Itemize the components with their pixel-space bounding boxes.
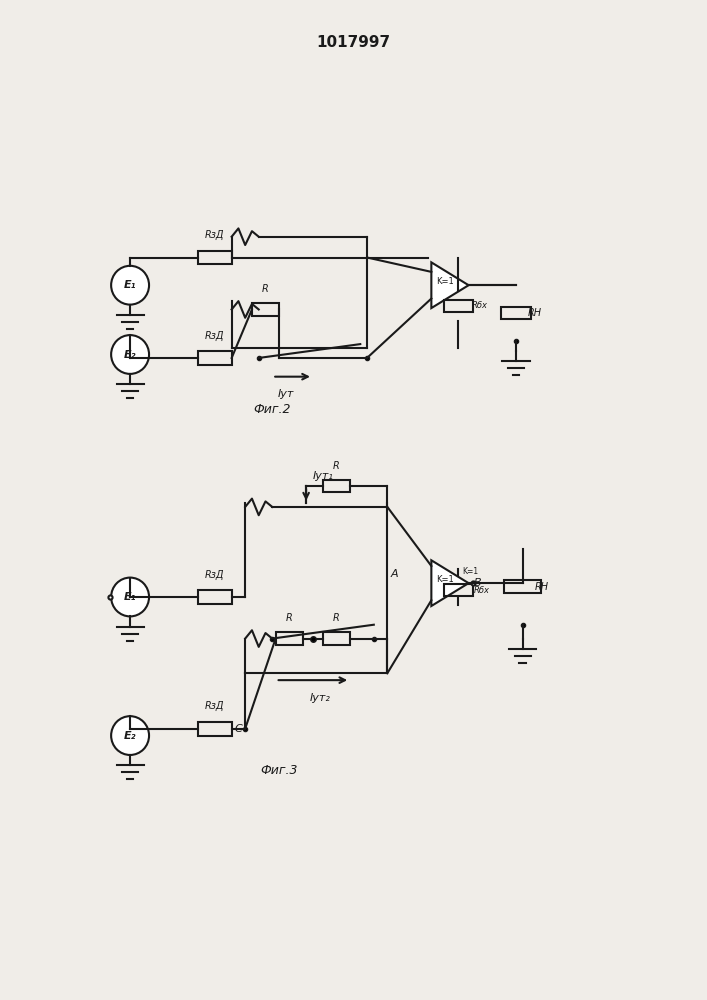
Text: E₂: E₂ <box>124 350 136 360</box>
Circle shape <box>111 716 149 755</box>
Text: R: R <box>333 461 340 471</box>
Text: E₁: E₁ <box>124 592 136 602</box>
Text: RзД: RзД <box>205 701 224 711</box>
Bar <box>198 251 232 264</box>
Bar <box>198 351 232 365</box>
Text: R: R <box>333 613 340 623</box>
Text: Iут₁: Iут₁ <box>313 471 334 481</box>
Text: RН: RН <box>535 582 549 592</box>
Text: Iут: Iут <box>278 389 294 399</box>
Bar <box>198 722 232 736</box>
Polygon shape <box>431 560 469 606</box>
Bar <box>323 480 350 492</box>
Text: RзД: RзД <box>205 331 224 341</box>
Text: K=1: K=1 <box>436 277 454 286</box>
Bar <box>504 580 542 593</box>
Bar <box>252 303 279 316</box>
Circle shape <box>111 266 149 305</box>
Text: Фиг.3: Фиг.3 <box>260 764 298 777</box>
Bar <box>198 590 232 604</box>
Bar <box>444 300 473 312</box>
Text: K=1: K=1 <box>436 575 454 584</box>
Bar <box>323 632 350 645</box>
Text: C: C <box>234 724 242 734</box>
Text: Rбх: Rбх <box>473 586 489 595</box>
Text: B: B <box>473 578 481 588</box>
Bar <box>444 584 473 596</box>
Circle shape <box>111 335 149 374</box>
Text: Фиг.2: Фиг.2 <box>254 403 291 416</box>
Text: RН: RН <box>528 308 542 318</box>
Text: R: R <box>262 284 269 294</box>
Text: RзД: RзД <box>205 230 224 240</box>
Text: Iут₂: Iут₂ <box>309 693 330 703</box>
Polygon shape <box>431 262 469 308</box>
Text: Rбх: Rбх <box>472 302 488 310</box>
Text: 1017997: 1017997 <box>317 35 390 50</box>
Text: RзД: RзД <box>205 570 224 580</box>
Text: E₁: E₁ <box>124 280 136 290</box>
Text: R: R <box>286 613 293 623</box>
Text: A: A <box>391 569 398 579</box>
Text: K=1: K=1 <box>462 567 478 576</box>
Bar <box>276 632 303 645</box>
Circle shape <box>111 578 149 616</box>
Text: E₂: E₂ <box>124 731 136 741</box>
Bar <box>501 307 531 319</box>
